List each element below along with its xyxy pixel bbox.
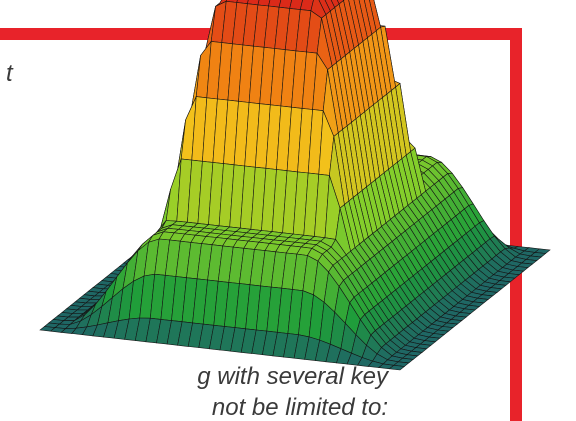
text-fragment-top: t — [6, 60, 13, 87]
surface-mesh — [39, 0, 551, 371]
surface-facet — [388, 364, 406, 371]
text-fragment-bottom-1: g with several key — [197, 363, 388, 390]
red-frame-border — [0, 28, 522, 421]
text-fragment-bottom-2: not be limited to: — [211, 394, 388, 421]
